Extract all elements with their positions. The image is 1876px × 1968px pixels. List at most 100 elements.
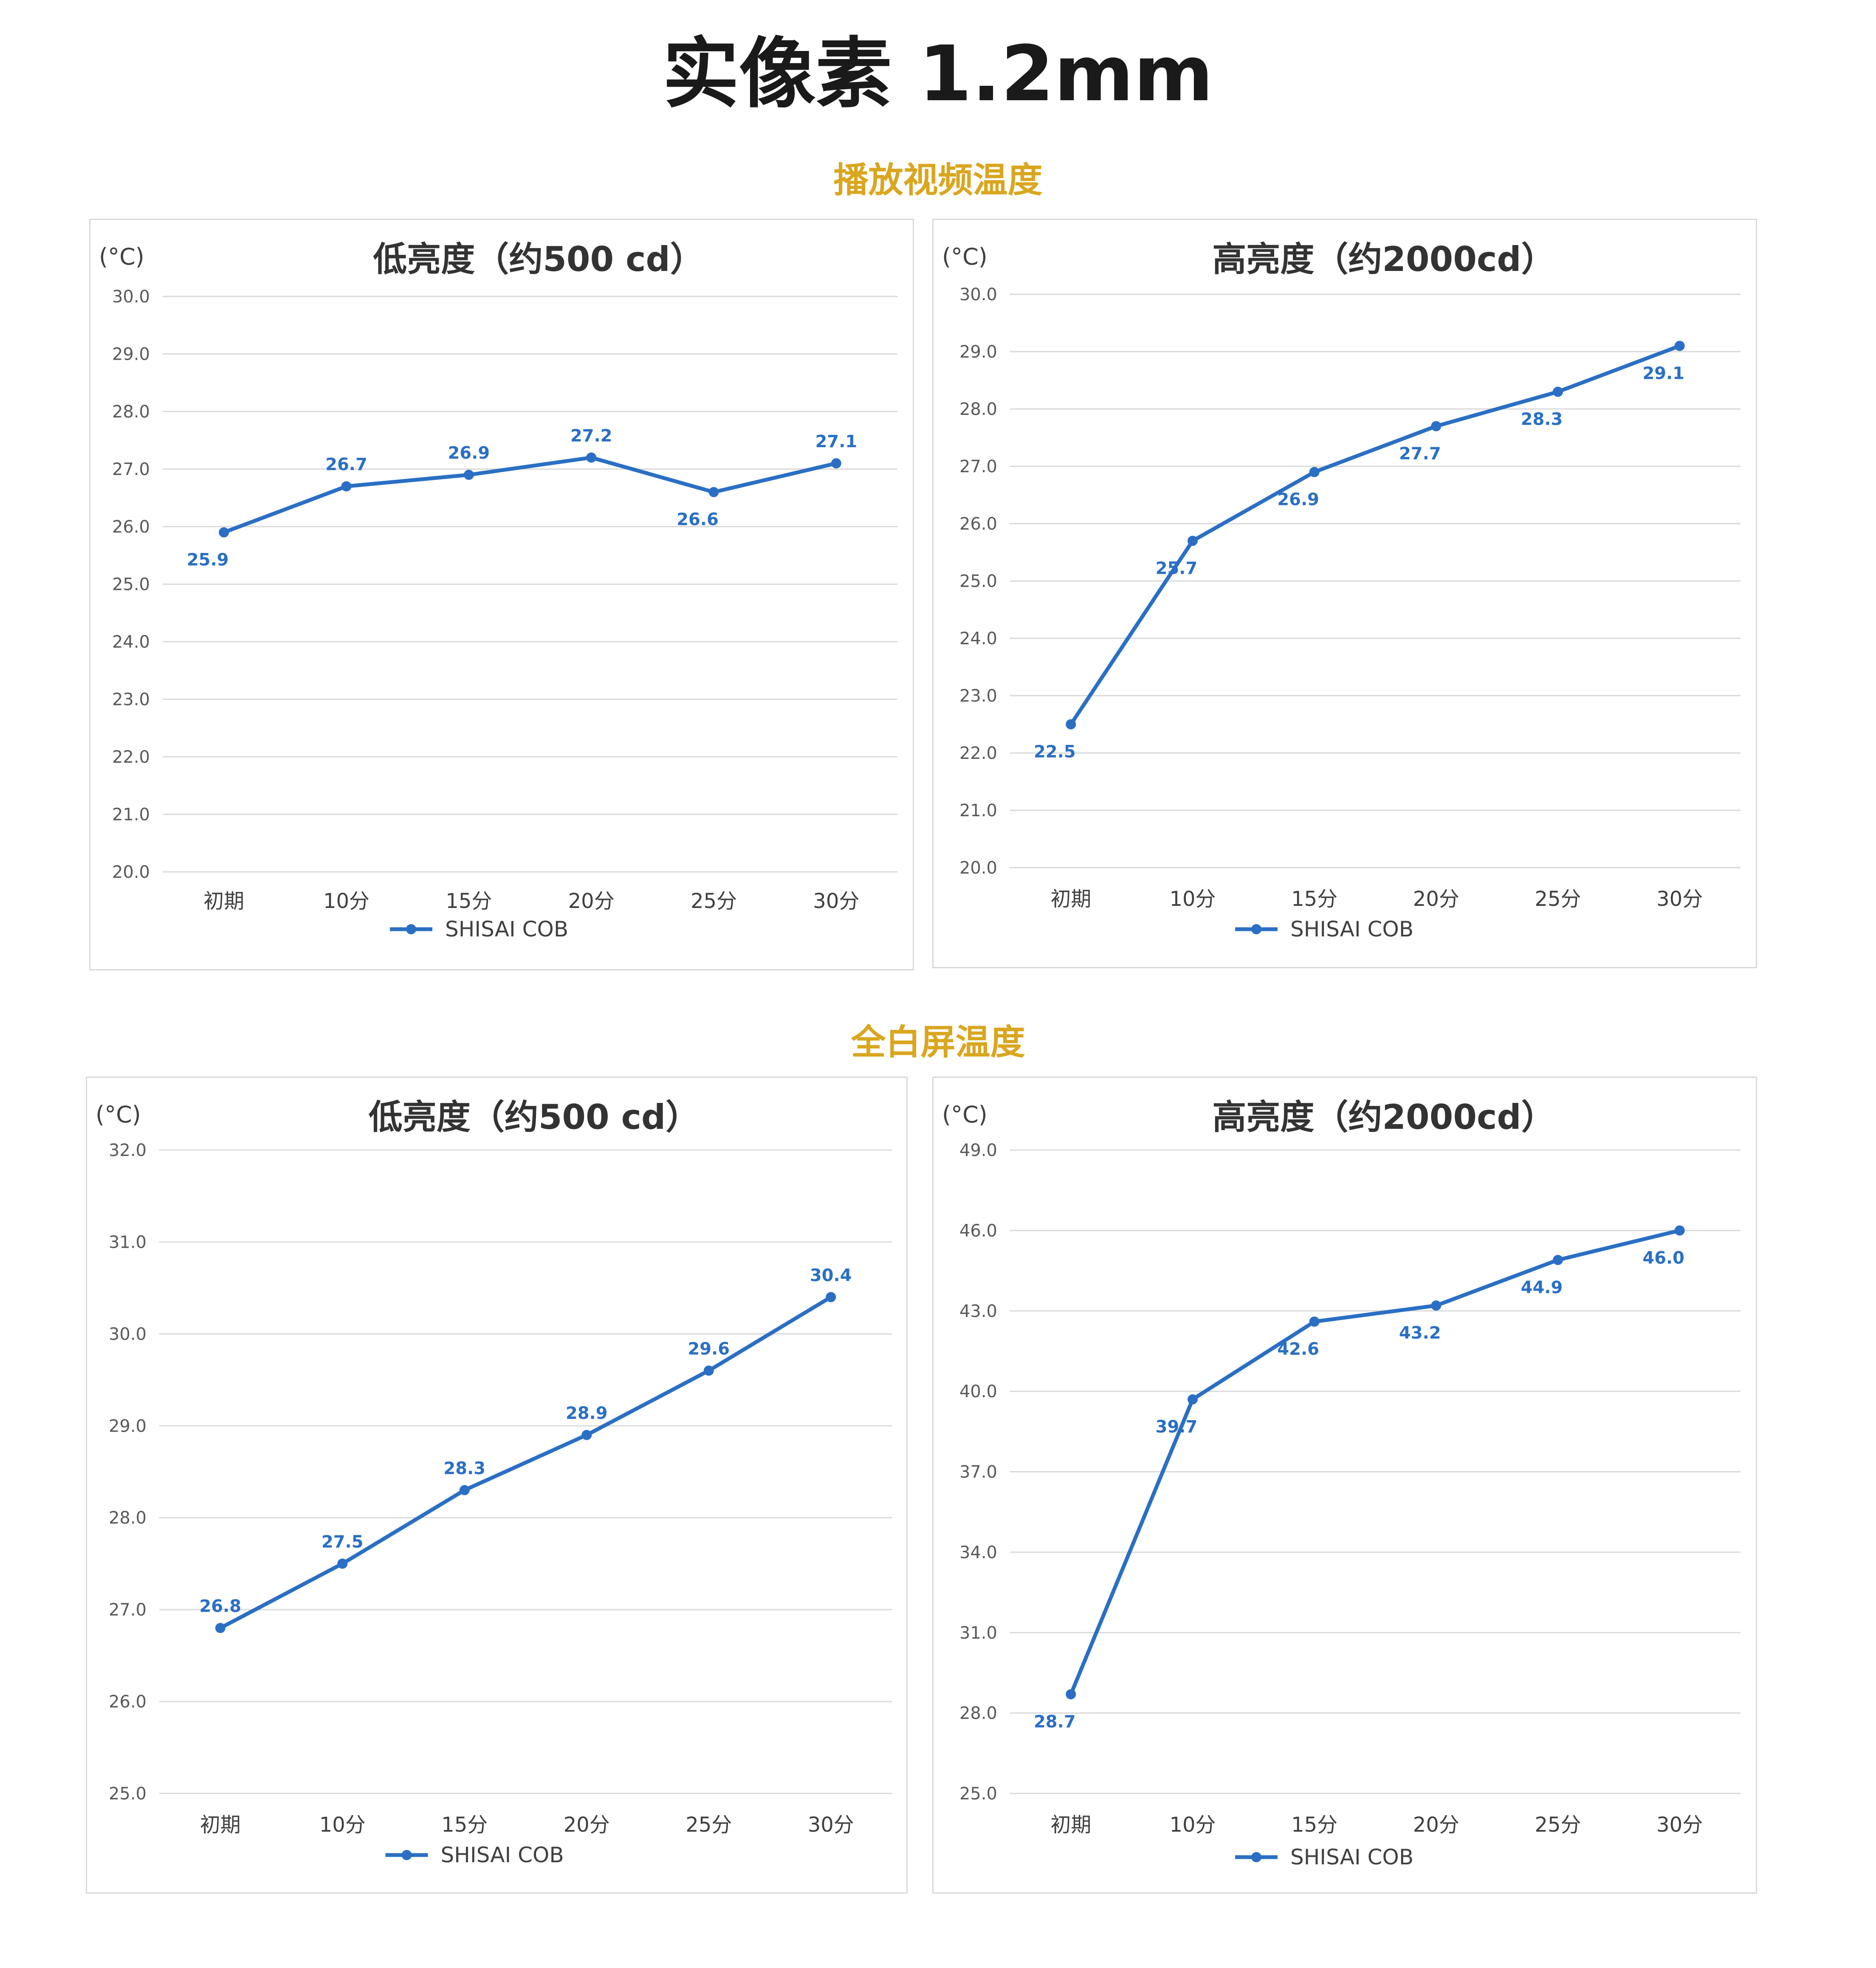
- page-title: 实像素 1.2mm: [663, 30, 1213, 118]
- y-tick-label: 25.0: [109, 1784, 147, 1804]
- series-line: [1069, 344, 1681, 725]
- data-point: [1674, 1225, 1685, 1236]
- y-tick-label: 49.0: [959, 1141, 997, 1160]
- data-label: 27.5: [322, 1532, 364, 1552]
- legend-marker: [401, 1850, 412, 1860]
- x-tick-label: 30分: [813, 889, 859, 913]
- data-label: 26.7: [325, 455, 367, 474]
- data-label: 42.6: [1277, 1339, 1319, 1359]
- chart-title: 低亮度（约500 cd）: [369, 1097, 700, 1137]
- chart-svg: (°C) 低亮度（约500 cd） 20.0 21.0 22.0 23.0 24.0 25.0…: [99, 240, 897, 942]
- chart-panel-video-low: (°C) 低亮度（约500 cd） 20.0 21.0 22.0 23.0 24.0 25.0…: [89, 219, 914, 970]
- data-point: [1066, 1689, 1076, 1700]
- y-unit-label: (°C): [96, 1101, 141, 1128]
- x-tick-label: 15分: [1291, 887, 1337, 911]
- data-point: [831, 458, 841, 468]
- data-point: [1309, 467, 1320, 477]
- y-tick-label: 28.0: [959, 400, 997, 419]
- y-tick-label: 31.0: [959, 1623, 997, 1643]
- x-tick-label: 初期: [200, 1813, 241, 1837]
- chart-title: 高亮度（约2000cd）: [1212, 240, 1555, 279]
- legend-label: SHISAI COB: [441, 1843, 564, 1867]
- y-tick-label: 21.0: [959, 801, 997, 820]
- y-tick-label: 24.0: [959, 629, 997, 648]
- data-label: 28.3: [443, 1459, 485, 1478]
- data-label: 28.9: [566, 1404, 608, 1423]
- data-point: [708, 487, 719, 497]
- data-point: [1431, 1300, 1442, 1311]
- x-tick-label: 初期: [1050, 887, 1091, 911]
- data-label: 43.2: [1399, 1323, 1441, 1343]
- data-point: [463, 470, 474, 480]
- data-point: [337, 1558, 348, 1569]
- x-tick-label: 初期: [203, 889, 244, 913]
- y-unit-label: (°C): [942, 243, 987, 270]
- data-label: 28.3: [1521, 410, 1563, 429]
- x-tick-label: 30分: [1656, 887, 1703, 911]
- x-tick-label: 30分: [808, 1813, 854, 1837]
- y-tick-label: 26.0: [112, 517, 150, 537]
- data-label: 27.7: [1399, 444, 1441, 464]
- chart-svg: (°C) 高亮度（约2000cd） 20.0 21.0 22.0 23.0 24.0 25.0…: [942, 240, 1741, 942]
- y-tick-label: 20.0: [959, 858, 997, 878]
- y-tick-label: 26.0: [959, 514, 997, 534]
- data-point: [703, 1365, 714, 1376]
- data-label: 26.9: [1277, 490, 1319, 510]
- x-tick-label: 10分: [1169, 1813, 1216, 1837]
- y-tick-label: 30.0: [112, 287, 150, 307]
- x-tick-label: 20分: [1413, 1813, 1459, 1837]
- legend-label: SHISAI COB: [1290, 917, 1413, 942]
- y-tick-label: 22.0: [112, 747, 150, 767]
- legend-marker: [406, 924, 416, 934]
- data-point: [1188, 1394, 1198, 1405]
- y-tick-label: 23.0: [112, 690, 150, 710]
- x-tick-label: 15分: [446, 889, 492, 913]
- x-tick-label: 20分: [1413, 887, 1459, 911]
- x-tick-label: 30分: [1656, 1813, 1703, 1837]
- y-tick-label: 28.0: [109, 1508, 147, 1528]
- data-point: [219, 527, 229, 538]
- y-unit-label: (°C): [942, 1101, 987, 1128]
- data-label: 29.1: [1642, 364, 1684, 383]
- y-tick-label: 29.0: [959, 342, 997, 362]
- data-label: 27.2: [570, 426, 612, 445]
- chart-panel-video-high: (°C) 高亮度（约2000cd） 20.0 21.0 22.0 23.0 24.0 25.0…: [932, 219, 1757, 968]
- y-unit-label: (°C): [99, 243, 144, 270]
- x-tick-label: 25分: [1535, 1813, 1581, 1837]
- y-tick-label: 34.0: [959, 1543, 997, 1562]
- data-label: 30.4: [810, 1266, 852, 1285]
- y-tick-label: 28.0: [112, 402, 150, 422]
- y-tick-label: 21.0: [112, 805, 150, 825]
- x-tick-label: 25分: [1535, 887, 1581, 911]
- data-label: 46.0: [1642, 1248, 1684, 1268]
- data-point: [1309, 1317, 1320, 1327]
- data-point: [1553, 386, 1563, 397]
- data-point: [1553, 1255, 1563, 1265]
- section-title-video: 播放视频温度: [833, 160, 1043, 200]
- y-tick-label: 40.0: [959, 1382, 997, 1401]
- x-tick-label: 10分: [319, 1813, 366, 1837]
- y-tick-label: 25.0: [959, 572, 997, 591]
- y-tick-label: 37.0: [959, 1463, 997, 1482]
- data-point: [581, 1429, 592, 1440]
- data-label: 22.5: [1034, 742, 1076, 762]
- y-tick-label: 27.0: [112, 460, 150, 479]
- y-tick-label: 29.0: [109, 1416, 147, 1436]
- y-tick-label: 26.0: [109, 1692, 147, 1712]
- data-label: 26.6: [677, 510, 719, 530]
- series-line: [219, 1295, 832, 1630]
- y-tick-label: 32.0: [109, 1141, 147, 1160]
- x-tick-label: 10分: [323, 889, 370, 913]
- data-label: 28.7: [1034, 1712, 1076, 1731]
- legend-marker: [1251, 1852, 1261, 1862]
- data-point: [341, 481, 352, 492]
- chart-title: 低亮度（约500 cd）: [373, 240, 704, 279]
- y-tick-label: 22.0: [959, 744, 997, 763]
- data-label: 29.6: [688, 1339, 730, 1359]
- data-label: 26.8: [199, 1596, 241, 1616]
- x-tick-label: 20分: [564, 1813, 610, 1837]
- data-point: [826, 1292, 836, 1303]
- y-tick-label: 27.0: [959, 457, 997, 476]
- y-tick-label: 25.0: [112, 575, 150, 595]
- data-point: [1188, 536, 1198, 546]
